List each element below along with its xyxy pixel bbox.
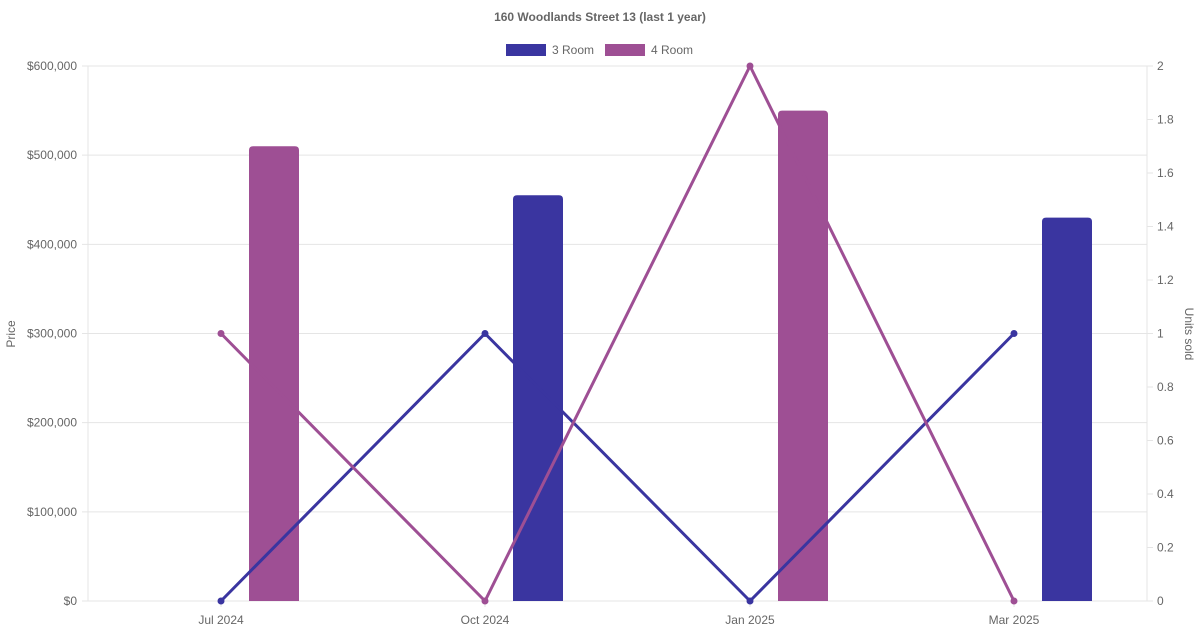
line-3-room — [219, 332, 1016, 603]
point-4-room — [1010, 597, 1018, 605]
legend[interactable]: 3 Room 4 Room — [506, 43, 693, 57]
y-axis-title: Price — [4, 320, 18, 348]
legend-swatch-3-room — [506, 44, 546, 56]
point-4-room — [481, 597, 489, 605]
bar-series — [249, 110, 1092, 602]
y2-tick-label: 1.4 — [1157, 220, 1174, 234]
point-4-room — [217, 330, 225, 337]
y-tick-label: $200,000 — [27, 416, 77, 430]
y2-tick-label: 1.2 — [1157, 273, 1174, 287]
bar-4-room — [249, 146, 299, 601]
point-3-room — [746, 597, 754, 605]
legend-item-3-room[interactable]: 3 Room — [506, 43, 594, 57]
x-tick-label: Jul 2024 — [198, 613, 244, 627]
y2-tick-label: 1.6 — [1157, 166, 1174, 180]
y2-axis-title: Units sold — [1182, 308, 1196, 361]
y2-tick-label: 1 — [1157, 327, 1164, 341]
legend-swatch-4-room — [605, 44, 645, 56]
bar-3-room — [513, 195, 563, 601]
bar-4-room — [778, 110, 828, 601]
line-series — [217, 62, 1018, 605]
y2-tick-label: 0.8 — [1157, 380, 1174, 394]
x-axis: Jul 2024 Oct 2024 Jan 2025 Mar 2025 — [198, 613, 1039, 627]
legend-label-4-room: 4 Room — [651, 43, 693, 57]
y-tick-label: $600,000 — [27, 59, 77, 73]
y2-tick-label: 0.4 — [1157, 487, 1174, 501]
point-3-room — [481, 330, 489, 337]
bar-3-room — [1042, 217, 1092, 602]
y2-tick-label: 0.2 — [1157, 541, 1174, 555]
point-4-room — [746, 62, 754, 70]
y-tick-label: $400,000 — [27, 237, 77, 251]
y-axis-right: 0 0.2 0.4 0.6 0.8 1 1.2 1.4 1.6 1.8 2 — [1157, 59, 1174, 608]
y-tick-label: $300,000 — [27, 327, 77, 341]
x-tick-label: Jan 2025 — [725, 613, 775, 627]
y-tick-label: $100,000 — [27, 505, 77, 519]
point-3-room — [217, 597, 225, 605]
point-3-room — [1010, 330, 1018, 337]
chart-title: 160 Woodlands Street 13 (last 1 year) — [494, 10, 706, 24]
y2-tick-label: 0 — [1157, 594, 1164, 608]
x-tick-label: Mar 2025 — [989, 613, 1040, 627]
line-4-room — [219, 64, 1016, 603]
legend-label-3-room: 3 Room — [552, 43, 594, 57]
y2-tick-label: 1.8 — [1157, 113, 1174, 127]
y-tick-label: $0 — [64, 594, 78, 608]
y2-tick-label: 0.6 — [1157, 434, 1174, 448]
legend-item-4-room[interactable]: 4 Room — [605, 43, 693, 57]
y2-tick-label: 2 — [1157, 59, 1164, 73]
y-axis-left: $0 $100,000 $200,000 $300,000 $400,000 $500,0… — [27, 59, 77, 608]
x-tick-label: Oct 2024 — [461, 613, 510, 627]
y-tick-label: $500,000 — [27, 148, 77, 162]
